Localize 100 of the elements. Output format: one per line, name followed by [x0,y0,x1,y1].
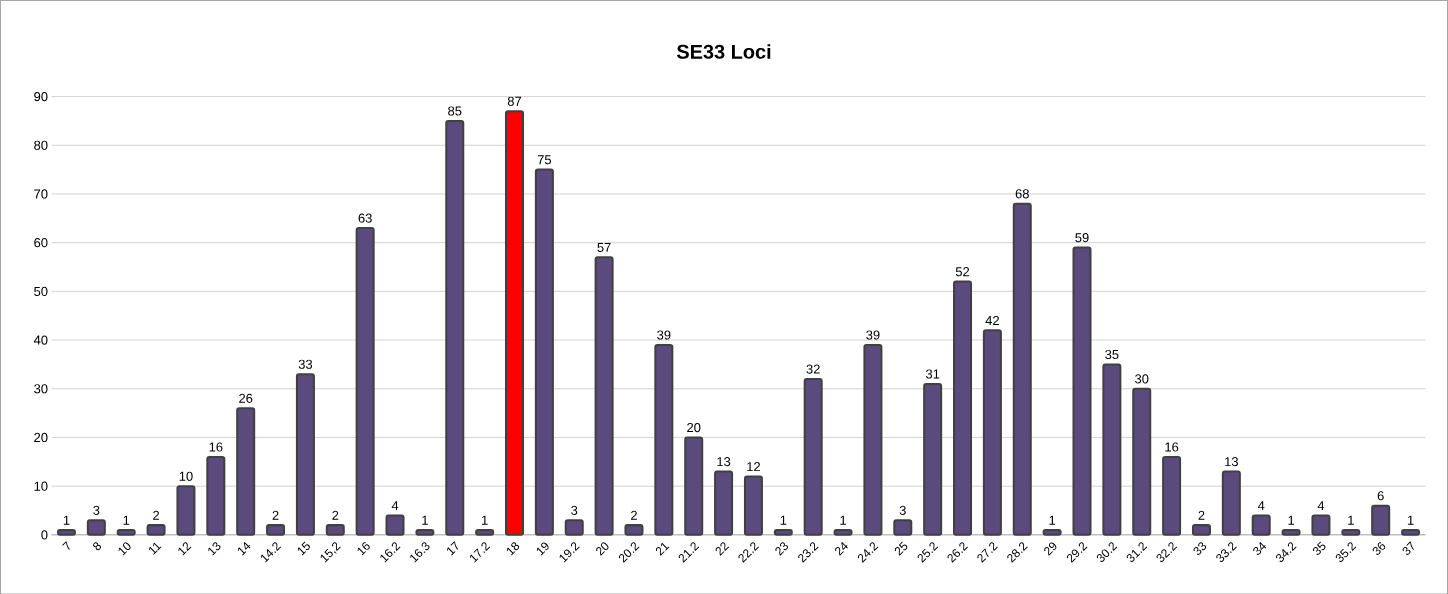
bar [1132,387,1152,536]
x-tick-label: 21 [655,542,670,556]
x-tick-label: 12 [178,542,192,556]
data-label: 1 [482,515,488,525]
bar [1072,246,1092,536]
x-tick-label: 15 [297,541,310,556]
data-label: 3 [571,505,578,515]
data-label: 1 [123,515,130,525]
data-label: 1 [63,515,70,525]
y-tick-label: 50 [34,286,48,296]
bar [295,372,315,536]
y-tick-label: 40 [33,335,48,345]
data-label: 2 [272,510,279,520]
x-tick-label: 33 [1193,542,1207,555]
x-tick-label: 34.2 [1276,542,1297,562]
data-label: 59 [1075,232,1089,242]
bar [355,226,375,536]
bar [1102,363,1122,536]
x-tick-label: 33.2 [1216,542,1237,562]
data-label: 6 [1377,490,1384,501]
data-label: 32 [806,364,820,374]
data-label: 3 [899,505,906,515]
x-tick-label: 17 [447,541,459,556]
data-label: 52 [955,266,970,277]
y-tick-label: 10 [34,481,48,491]
data-label: 87 [507,96,522,106]
y-tick-label: 30 [34,383,48,394]
x-tick-label: 13 [208,542,221,556]
data-label: 85 [448,106,462,116]
bar [863,343,883,536]
data-label: 68 [1015,189,1029,199]
data-label: 4 [1257,500,1265,510]
bar [982,329,1002,536]
data-label: 31 [925,369,940,379]
bar [266,523,286,536]
x-tick-label: 10 [118,542,131,556]
y-tick-label: 70 [34,189,48,199]
x-tick-label: 11 [149,542,162,555]
bar [1251,514,1271,536]
data-label: 12 [747,461,760,471]
data-label: 3 [93,505,100,515]
x-tick-label: 19 [536,542,549,556]
data-label: 1 [840,515,847,525]
bar [684,436,704,536]
x-tick-label: 31.2 [1126,542,1148,562]
bar [594,256,614,536]
data-label: 10 [179,471,193,481]
x-tick-label: 18 [506,542,520,556]
x-tick-label: 24 [835,541,848,556]
bar [385,514,405,536]
data-label: 2 [332,510,339,520]
bar [504,109,525,536]
x-tick-label: 36 [1372,542,1386,555]
x-tick-label: 30.2 [1096,542,1118,562]
bar [325,523,345,536]
data-label: 2 [1198,510,1205,520]
data-label: 1 [1407,515,1414,525]
chart-title: SE33 Loci [676,43,771,59]
data-label: 30 [1135,374,1149,384]
data-label: 4 [391,500,399,510]
bar [1221,470,1241,536]
x-tick-label: 32.2 [1156,542,1178,562]
data-label: 2 [631,510,637,520]
y-tick-label: 90 [34,91,48,101]
x-tick-label: 37 [1402,541,1415,555]
data-label: 20 [687,422,701,432]
y-tick-label: 80 [34,140,48,150]
bar [1371,504,1391,536]
bar [1012,202,1032,536]
y-tick-label: 0 [41,530,48,540]
y-tick-label: 20 [34,432,48,442]
x-tick-label: 35.2 [1335,542,1357,562]
data-label: 13 [1225,456,1238,467]
x-tick-label: 35 [1312,541,1326,555]
bar [564,519,584,536]
bar [654,343,674,536]
bar [236,407,256,536]
x-tick-label: 23 [775,542,788,556]
bar [953,280,973,536]
data-label: 57 [597,242,611,252]
x-tick-label: 29 [1044,542,1057,556]
data-label: 13 [717,456,731,467]
bar [893,519,913,536]
data-label: 1 [422,515,428,525]
data-label: 1 [1049,515,1056,525]
data-label: 16 [1165,442,1179,452]
bar [445,119,465,536]
data-label: 16 [209,442,223,452]
data-label: 33 [298,359,313,369]
data-label: 63 [358,213,372,223]
data-label: 75 [537,155,552,165]
x-tick-label: 22 [715,542,730,556]
bar [714,470,734,536]
x-tick-label: 25 [894,541,908,556]
data-label: 39 [657,330,671,340]
data-label: 26 [239,393,253,403]
data-label: 1 [780,515,787,525]
data-label: 4 [1317,500,1325,510]
data-label: 1 [1348,515,1354,525]
bar [86,519,106,536]
